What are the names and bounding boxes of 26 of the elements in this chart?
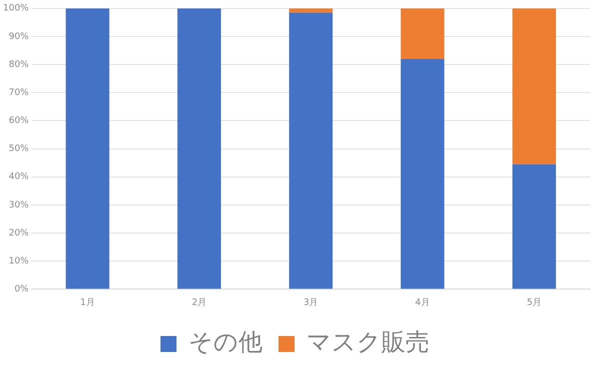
bar — [289, 8, 333, 13]
y-tick-label: 50% — [8, 144, 30, 154]
y-tick-label: 90% — [8, 32, 30, 42]
y-tick-label: 20% — [8, 228, 30, 238]
y-tick-label: 60% — [8, 116, 30, 126]
x-tick-label: 3月 — [304, 298, 318, 308]
legend-label: その他 — [188, 328, 262, 356]
legend-label: マスク販売 — [306, 328, 430, 356]
bar — [400, 58, 444, 289]
bar — [66, 8, 110, 289]
bar — [177, 8, 221, 289]
y-tick-label: 70% — [8, 88, 30, 98]
bar — [289, 12, 333, 289]
bar — [512, 164, 556, 289]
bar — [400, 8, 444, 59]
y-tick-label: 30% — [8, 200, 30, 210]
y-tick-label: 100% — [2, 4, 30, 14]
y-tick-label: 80% — [8, 60, 30, 70]
y-tick-label: 40% — [8, 172, 30, 182]
y-tick-label: 0% — [14, 284, 30, 295]
y-tick-label: 10% — [8, 256, 30, 266]
x-tick-label: 5月 — [526, 298, 542, 308]
x-tick-label: 4月 — [415, 298, 430, 308]
x-tick-label: 2月 — [192, 298, 207, 308]
bar — [512, 8, 556, 164]
x-tick-label: 1月 — [80, 298, 95, 308]
